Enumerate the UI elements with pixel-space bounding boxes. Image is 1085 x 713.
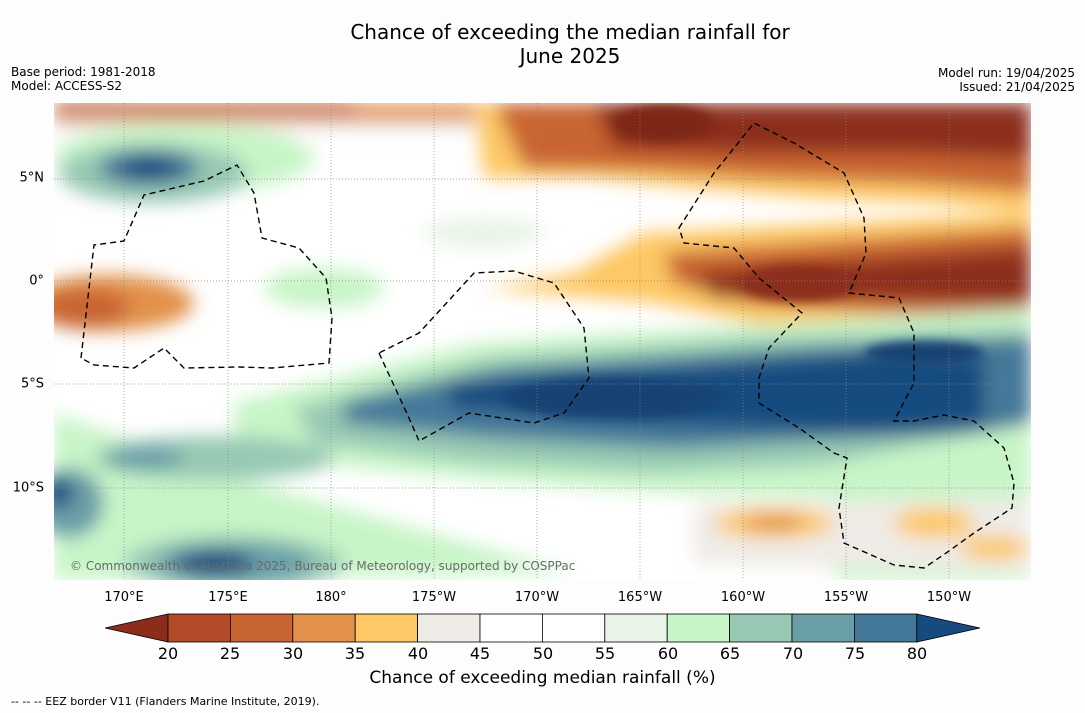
colorbar-segment [541,613,606,643]
colorbar-tick: 20 [157,644,179,663]
lon-label-155w: 155°W [823,590,869,605]
colorbar-tick: 45 [469,644,491,663]
model-name: Model: ACCESS-S2 [11,79,123,93]
eez-legend: -- -- -- EEZ border V11 (Flanders Marine… [11,695,320,708]
base-period: Base period: 1981-2018 [11,65,156,79]
lon-label-165w: 165°W [617,590,663,605]
map-title: Chance of exceeding the median rainfall … [0,20,1085,68]
map-title-line1: Chance of exceeding the median rainfall … [350,20,790,44]
colorbar-segment [479,613,543,643]
colorbar-segment [854,613,918,643]
colorbar-segment [791,613,855,643]
colorbar-tick: 75 [844,644,866,663]
colorbar-tick: 60 [657,644,679,663]
lon-label-170e: 170°E [104,590,144,605]
colorbar-tick: 40 [407,644,429,663]
colorbar-tick: 65 [719,644,741,663]
model-run: Model run: 19/04/2025 [937,66,1075,80]
colorbar-tick: 30 [282,644,304,663]
lon-label-175w: 175°W [411,590,457,605]
lat-label-0: 0° [29,273,44,289]
colorbar-tick: 50 [532,644,554,663]
issued-date: Issued: 21/04/2025 [959,80,1075,94]
colorbar [105,613,980,643]
lon-label-175e: 175°E [208,590,248,605]
meta-right: Model run: 19/04/2025 Issued: 21/04/2025 [938,66,1075,94]
colorbar-segment [292,613,356,643]
colorbar-segment [417,613,481,643]
colorbar-segment [354,613,418,643]
meta-left: Base period: 1981-2018 Model: ACCESS-S2 [11,65,156,93]
colorbar-extend-high [916,613,980,643]
colorbar-tick: 25 [219,644,241,663]
colorbar-segment [230,613,294,643]
colorbar-tick: 70 [782,644,804,663]
lat-label-5n: 5°N [19,170,45,186]
lat-label-5s: 5°S [20,376,44,392]
colorbar-segment [167,613,231,643]
colorbar-tick: 55 [594,644,616,663]
lon-label-150w: 150°W [926,590,972,605]
map-title-line2: June 2025 [519,44,621,68]
colorbar-segment [729,613,793,643]
lat-label-10s: 10°S [12,480,44,496]
lon-label-180: 180° [315,590,347,605]
lon-label-170w: 170°W [514,590,560,605]
colorbar-tick: 80 [906,644,928,663]
colorbar-tick: 35 [344,644,366,663]
colorbar-title: Chance of exceeding median rainfall (%) [369,668,716,688]
copyright-notice: © Commonwealth of Australia 2025, Bureau… [70,559,576,573]
colorbar-segment [604,613,668,643]
rainfall-map [54,103,1031,580]
colorbar-segment [666,613,731,643]
colorbar-extend-low [105,613,169,643]
lon-label-160w: 160°W [720,590,766,605]
